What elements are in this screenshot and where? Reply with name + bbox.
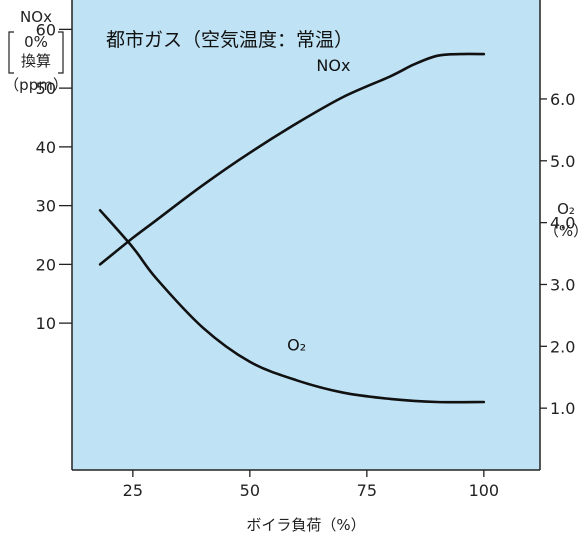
left-y-tick-label: 10 [36,314,56,333]
series-label-0: NOx [316,56,350,75]
right-axis-title-line1: O₂ [557,200,575,218]
series-layer: NOx O₂ [98,52,486,404]
x-tick-label: 100 [469,481,500,500]
left-y-tick-label: 60 [36,20,56,39]
series-label-1: O₂ [287,335,306,354]
right-bracket [58,31,64,74]
left-axis-title-line1: NOx [20,8,52,26]
left-y-tick-label: 30 [36,197,56,216]
x-tick-label: 50 [240,481,260,500]
x-tick-label: 25 [123,481,143,500]
series-line-0 [98,52,486,266]
left-y-tick-label: 50 [36,79,56,98]
left-y-tick-label: 20 [36,255,56,274]
right-y-tick-label: 4.0 [550,214,575,233]
x-axis-title: ボイラ負荷（%） [246,516,365,534]
right-y-tick-label: 5.0 [550,152,575,171]
left-y-tick-label: 40 [36,138,56,157]
plot-background [72,0,540,470]
right-y-tick-label: 2.0 [550,337,575,356]
left-y-ticks: 10 20 30 40 50 60 [36,20,72,333]
x-tick-label: 75 [357,481,377,500]
right-y-tick-label: 1.0 [550,399,575,418]
series-line-1 [98,209,486,404]
right-y-tick-label: 3.0 [550,275,575,294]
x-ticks: 25 50 75 100 [123,470,499,500]
left-axis-title-line4: （ppm） [4,76,68,94]
left-bracket [8,31,14,74]
right-y-tick-label: 6.0 [550,90,575,109]
right-axis-title-line2: （%） [544,222,584,240]
chart-title: 都市ガス（空気温度：常温） [106,29,353,51]
left-axis-title-line2: 0% [24,33,48,51]
right-y-ticks: 1.0 2.0 3.0 4.0 5.0 6.0 [540,90,575,418]
left-axis-title-line3: 換算 [21,52,51,70]
